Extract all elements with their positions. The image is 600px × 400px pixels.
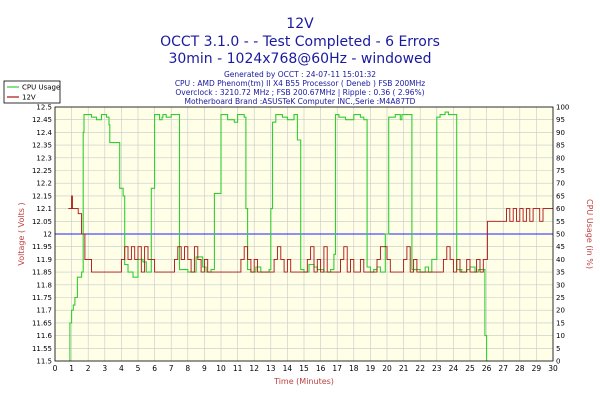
- y-right-tick-label: 70: [556, 180, 565, 188]
- x-tick-label: 2: [86, 364, 91, 373]
- x-tick-label: 26: [482, 364, 492, 373]
- y-right-tick-label: 35: [556, 269, 565, 277]
- y-right-tick-label: 55: [556, 218, 565, 226]
- info-line-motherboard: Motherboard Brand :ASUSTeK Computer INC.…: [185, 97, 416, 106]
- y-right-tick-label: 60: [556, 205, 565, 213]
- y-left-tick-label: 12: [43, 231, 52, 239]
- x-tick-label: 7: [169, 364, 174, 373]
- x-tick-label: 18: [349, 364, 359, 373]
- x-tick-label: 16: [316, 364, 326, 373]
- x-tick-label: 5: [136, 364, 141, 373]
- y-left-tick-label: 11.95: [32, 243, 52, 251]
- y-right-tick-label: 65: [556, 192, 565, 200]
- x-tick-label: 17: [332, 364, 342, 373]
- y-left-tick-label: 12.1: [36, 205, 52, 213]
- plot-frame: [54, 106, 554, 362]
- y-left-tick-label: 12.2: [36, 180, 52, 188]
- x-tick-label: 30: [548, 364, 558, 373]
- y-right-tick-label: 90: [556, 129, 565, 137]
- x-tick-label: 6: [152, 364, 157, 373]
- y-left-tick-label: 11.65: [32, 319, 52, 327]
- x-tick-label: 13: [266, 364, 276, 373]
- y-left-tick-label: 11.85: [32, 269, 52, 277]
- y-left-tick-label: 11.75: [32, 294, 52, 302]
- x-tick-label: 23: [432, 364, 442, 373]
- x-axis-title: Time (Minutes): [273, 377, 334, 386]
- y-right-tick-label: 10: [556, 332, 565, 340]
- y-left-tick-label: 11.5: [36, 358, 52, 366]
- x-tick-label: 19: [366, 364, 376, 373]
- x-tick-label: 27: [498, 364, 508, 373]
- y-right-tick-label: 85: [556, 142, 565, 150]
- x-tick-label: 0: [53, 364, 58, 373]
- x-tick-label: 24: [449, 364, 459, 373]
- x-tick-label: 1: [69, 364, 74, 373]
- y-left-tick-label: 12.05: [32, 218, 52, 226]
- legend: CPU Usage 12V: [3, 80, 61, 104]
- y-left-tick-label: 12.15: [32, 192, 52, 200]
- x-tick-label: 10: [216, 364, 226, 373]
- info-line-overclock: Overclock : 3210.72 MHz ; FSB 200.67MHz …: [175, 88, 424, 97]
- legend-label-12v: 12V: [22, 94, 36, 102]
- y-left-tick-label: 12.35: [32, 142, 52, 150]
- x-tick-label: 20: [382, 364, 392, 373]
- y-right-tick-label: 20: [556, 307, 565, 315]
- y-left-tick-label: 11.6: [36, 332, 52, 340]
- x-tick-label: 21: [399, 364, 409, 373]
- info-line-generated: Generated by OCCT : 24-07-11 15:01:32: [224, 70, 376, 79]
- y-left-tick-label: 11.7: [36, 307, 52, 315]
- chart-subtitle-line1: OCCT 3.1.0 - - Test Completed - 6 Errors: [160, 34, 440, 50]
- x-tick-label: 12: [249, 364, 259, 373]
- x-tick-label: 3: [102, 364, 107, 373]
- y-right-tick-label: 5: [556, 345, 560, 353]
- x-tick-label: 29: [532, 364, 542, 373]
- series-line-12v: [68, 195, 553, 273]
- x-tick-label: 4: [119, 364, 124, 373]
- y-right-tick-label: 80: [556, 154, 565, 162]
- y-left-tick-label: 12.45: [32, 116, 52, 124]
- x-tick-label: 9: [202, 364, 207, 373]
- x-tick-label: 15: [299, 364, 309, 373]
- y-right-tick-label: 50: [556, 231, 565, 239]
- y-right-tick-label: 75: [556, 167, 565, 175]
- chart-title: 12V: [286, 16, 314, 32]
- x-tick-label: 8: [185, 364, 190, 373]
- x-tick-label: 22: [415, 364, 425, 373]
- x-tick-label: 11: [233, 364, 243, 373]
- y-right-tick-label: 30: [556, 281, 565, 289]
- series-layer: [68, 111, 553, 362]
- chart-subtitle-line2: 30min - 1024x768@60Hz - windowed: [168, 51, 431, 67]
- y-right-tick-label: 0: [556, 358, 560, 366]
- y-left-tick-label: 11.8: [36, 281, 52, 289]
- y-axis-right-title: CPU Usage (in %): [585, 199, 594, 269]
- y-right-tick-label: 45: [556, 243, 565, 251]
- y-left-tick-label: 12.5: [36, 104, 52, 112]
- y-left-tick-label: 12.3: [36, 154, 52, 162]
- tick-labels: 0 1 2 3 4 5 6 7 8 9 10 11 12 13 14 15 16 17 18 19 20 21 22 23 24…: [32, 104, 569, 374]
- y-right-tick-label: 25: [556, 294, 565, 302]
- info-line-cpu: CPU : AMD Phenom(tm) II X4 B55 Processor…: [175, 79, 425, 88]
- y-right-tick-label: 40: [556, 256, 565, 264]
- y-left-tick-label: 11.9: [36, 256, 52, 264]
- legend-label-cpu-usage: CPU Usage: [22, 84, 60, 92]
- y-axis-left-title: Voltage ( Volts ): [17, 202, 26, 265]
- y-right-tick-label: 100: [556, 104, 569, 112]
- x-tick-label: 28: [515, 364, 525, 373]
- y-left-tick-label: 12.4: [36, 129, 52, 137]
- y-left-tick-label: 11.55: [32, 345, 52, 353]
- y-right-tick-label: 95: [556, 116, 565, 124]
- y-right-tick-label: 15: [556, 319, 565, 327]
- x-tick-label: 25: [465, 364, 475, 373]
- x-tick-label: 14: [283, 364, 293, 373]
- y-left-tick-label: 12.25: [32, 167, 52, 175]
